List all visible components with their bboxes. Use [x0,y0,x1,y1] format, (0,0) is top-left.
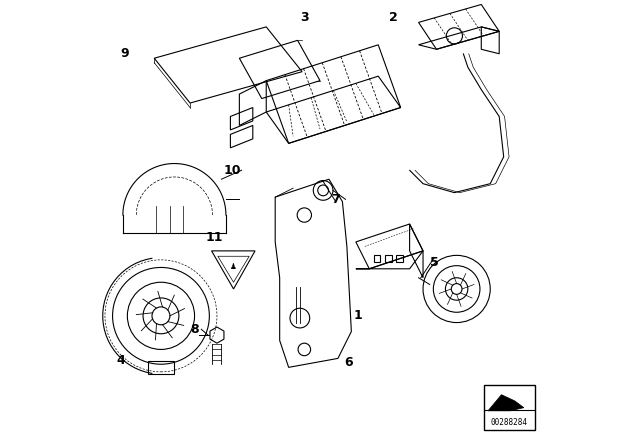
Text: 11: 11 [205,231,223,244]
Text: 2: 2 [389,11,398,25]
Text: 5: 5 [430,255,438,269]
Polygon shape [488,395,524,411]
Text: 4: 4 [116,354,125,367]
Text: ♟: ♟ [230,262,237,271]
Text: 10: 10 [223,164,241,177]
Text: 7: 7 [332,193,340,206]
Text: 6: 6 [344,356,353,370]
Text: 8: 8 [190,323,198,336]
Text: 00288284: 00288284 [491,418,528,426]
Text: 9: 9 [120,47,129,60]
Text: 3: 3 [300,11,308,25]
Text: 1: 1 [353,309,362,323]
